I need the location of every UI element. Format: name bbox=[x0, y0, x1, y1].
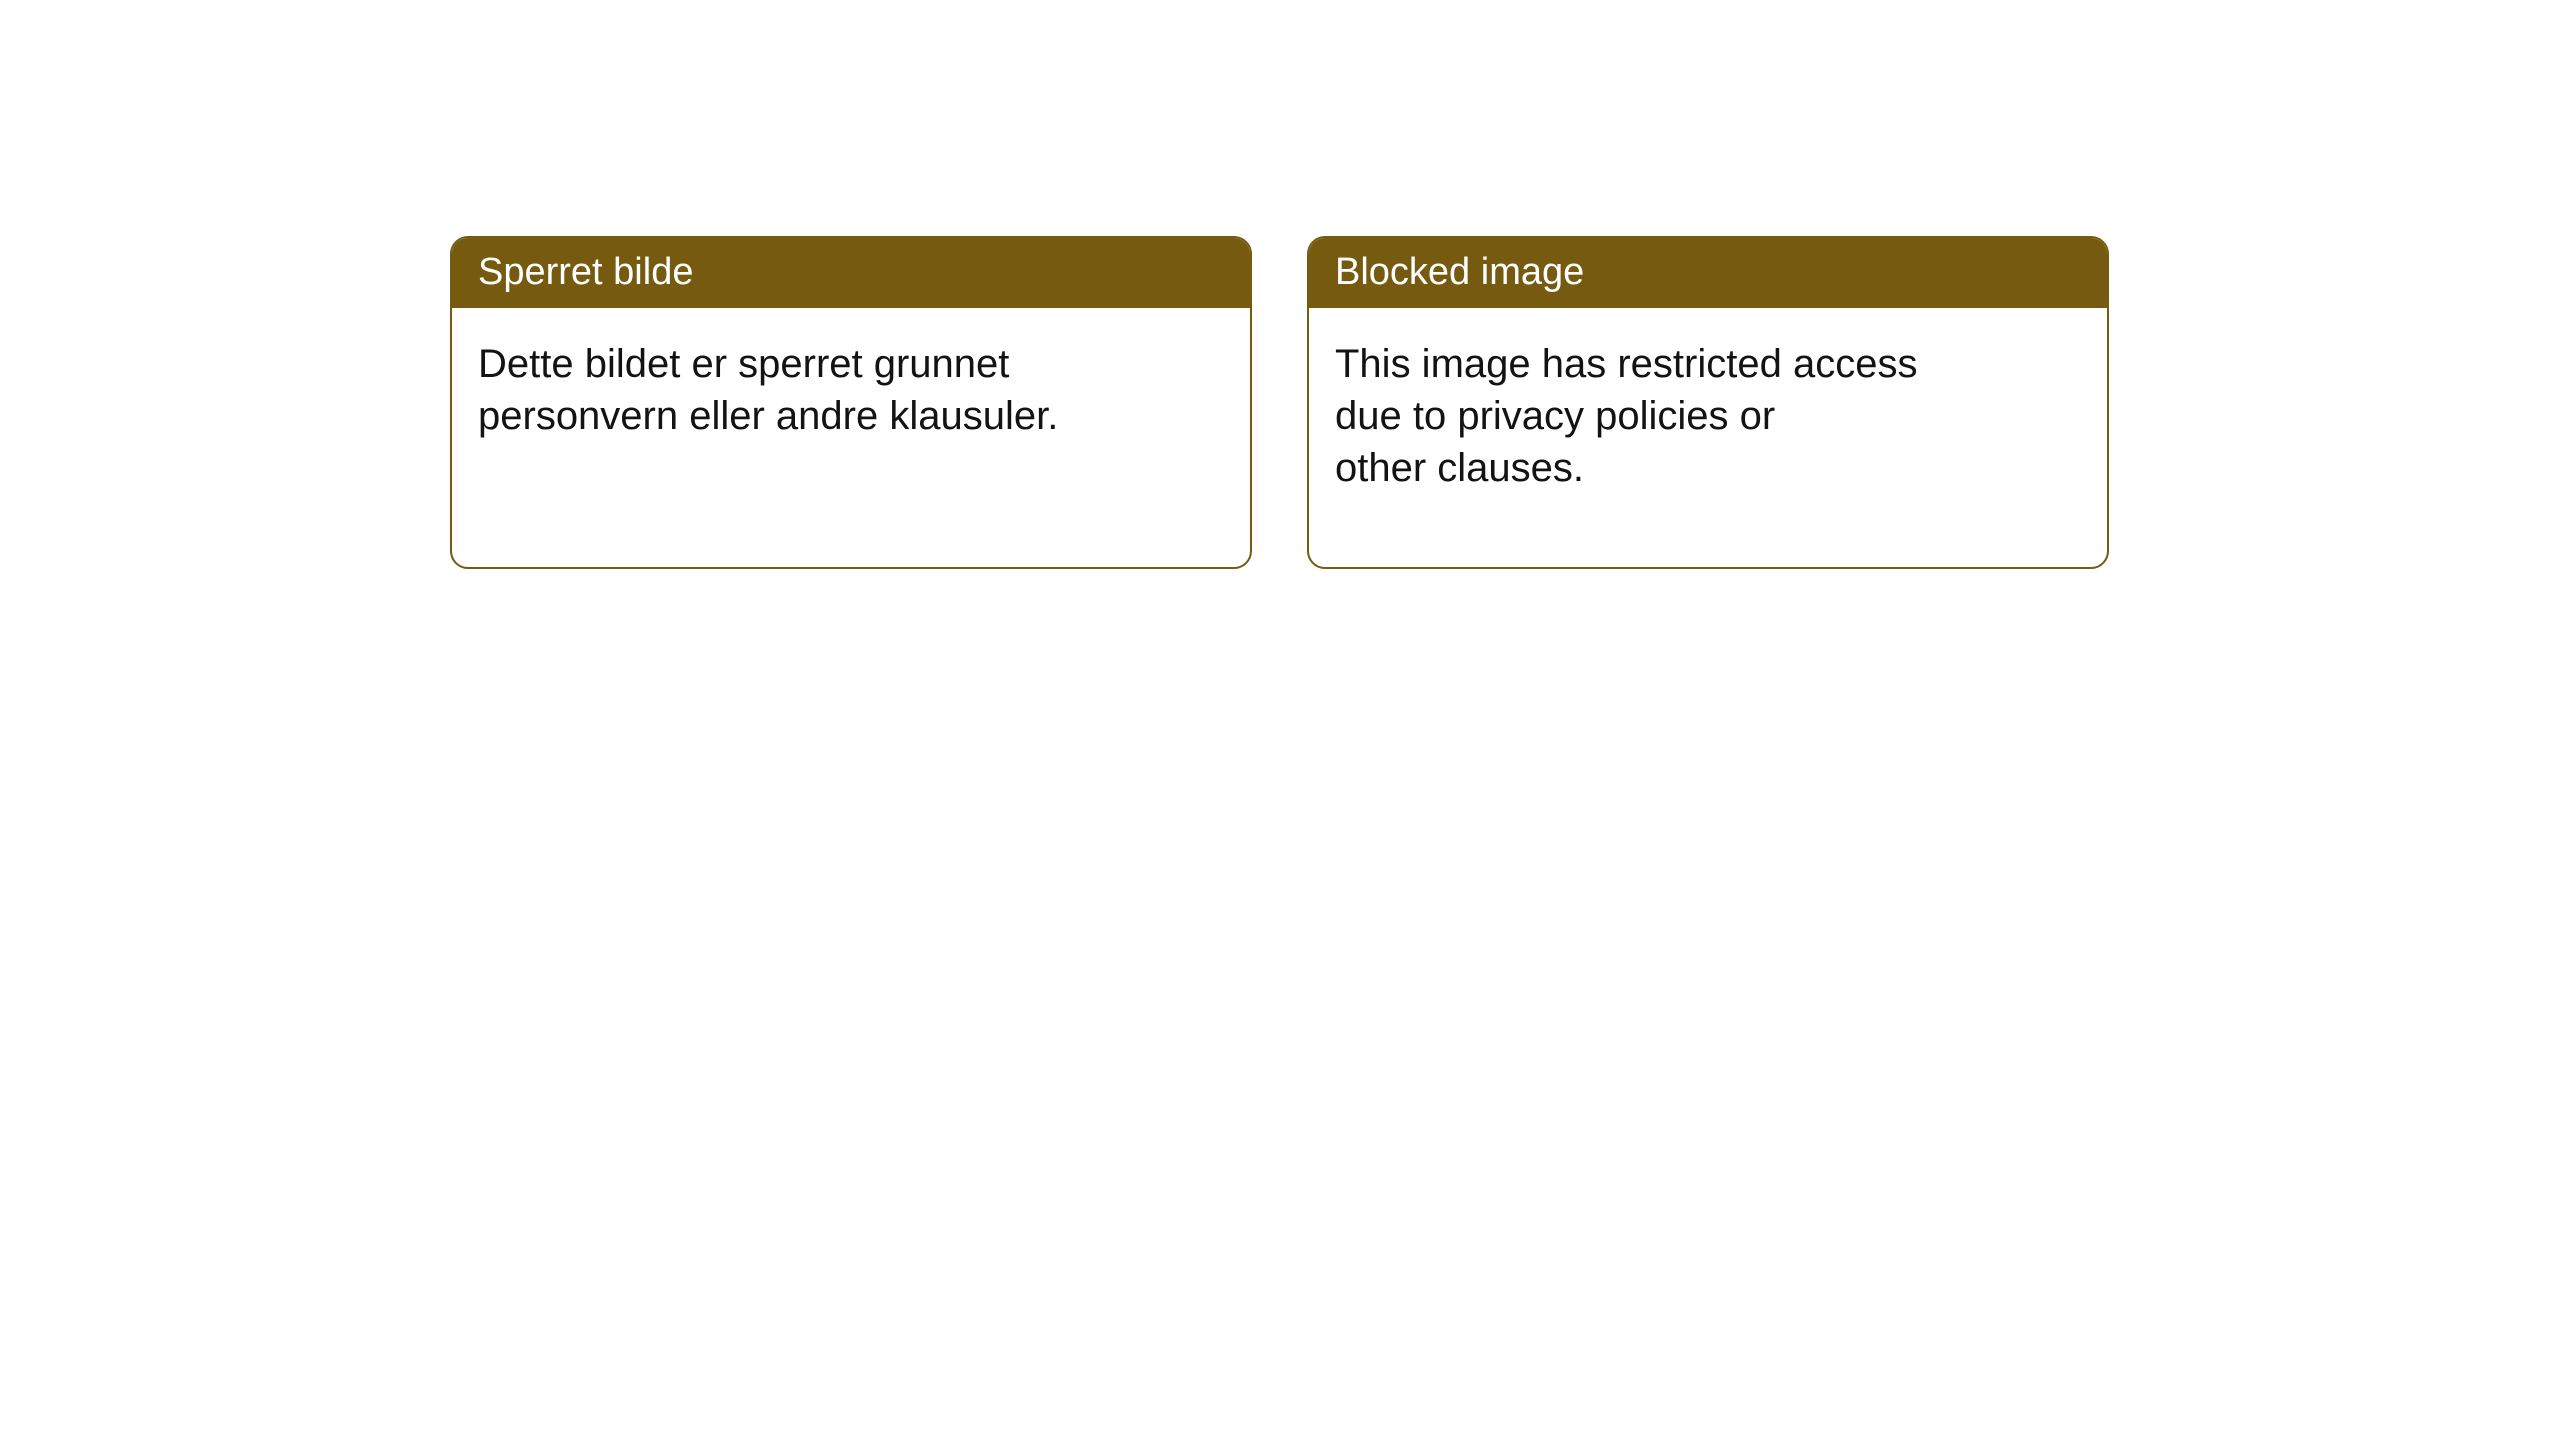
notice-card-norwegian: Sperret bilde Dette bildet er sperret gr… bbox=[450, 236, 1252, 569]
notice-header: Sperret bilde bbox=[452, 238, 1250, 308]
notice-body: This image has restricted access due to … bbox=[1309, 308, 2107, 567]
notice-card-english: Blocked image This image has restricted … bbox=[1307, 236, 2109, 569]
notice-body: Dette bildet er sperret grunnet personve… bbox=[452, 308, 1250, 567]
notice-container: Sperret bilde Dette bildet er sperret gr… bbox=[450, 236, 2109, 569]
notice-header: Blocked image bbox=[1309, 238, 2107, 308]
